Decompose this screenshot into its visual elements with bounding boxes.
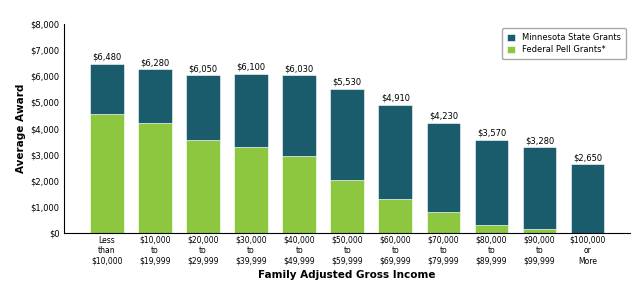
Bar xyxy=(523,229,556,233)
Bar xyxy=(426,212,460,233)
Bar xyxy=(138,123,172,233)
Bar xyxy=(523,147,556,229)
Bar xyxy=(186,140,220,233)
Text: $6,030: $6,030 xyxy=(284,65,314,74)
Bar xyxy=(379,199,412,233)
Text: $4,230: $4,230 xyxy=(429,112,458,121)
Legend: Minnesota State Grants, Federal Pell Grants*: Minnesota State Grants, Federal Pell Gra… xyxy=(502,28,626,60)
Bar xyxy=(571,164,604,233)
Text: $6,280: $6,280 xyxy=(140,58,170,67)
Y-axis label: Average Award: Average Award xyxy=(16,84,26,173)
Text: $2,650: $2,650 xyxy=(573,153,602,162)
Text: $6,100: $6,100 xyxy=(237,63,266,72)
Bar xyxy=(379,105,412,199)
Bar xyxy=(282,75,316,156)
Bar xyxy=(426,123,460,212)
Bar xyxy=(186,75,220,140)
Text: $4,910: $4,910 xyxy=(381,94,410,103)
Bar xyxy=(475,225,508,233)
Text: $3,570: $3,570 xyxy=(477,129,506,138)
Bar xyxy=(138,69,172,123)
X-axis label: Family Adjusted Gross Income: Family Adjusted Gross Income xyxy=(258,270,436,280)
Text: $3,280: $3,280 xyxy=(525,137,554,146)
Bar xyxy=(331,89,364,180)
Bar xyxy=(331,180,364,233)
Text: $5,530: $5,530 xyxy=(332,78,362,87)
Text: $6,050: $6,050 xyxy=(188,64,217,73)
Bar xyxy=(234,74,268,147)
Bar xyxy=(90,114,123,233)
Text: $6,480: $6,480 xyxy=(92,53,122,62)
Bar xyxy=(282,156,316,233)
Bar xyxy=(475,140,508,225)
Bar xyxy=(90,64,123,114)
Bar xyxy=(234,147,268,233)
